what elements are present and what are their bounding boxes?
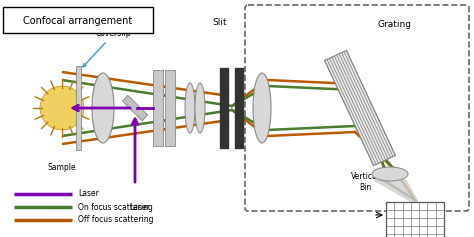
Bar: [153, 70, 163, 146]
Polygon shape: [122, 95, 148, 121]
Bar: [165, 70, 175, 146]
Text: Off focus scattering: Off focus scattering: [78, 215, 154, 224]
Ellipse shape: [372, 167, 408, 181]
Text: Confocal arrangement: Confocal arrangement: [23, 16, 133, 26]
Bar: [220, 68, 228, 148]
Text: Coverslip: Coverslip: [83, 29, 132, 67]
Bar: [76, 66, 81, 150]
FancyBboxPatch shape: [3, 7, 153, 33]
Ellipse shape: [253, 73, 271, 143]
Text: Laser: Laser: [129, 203, 150, 212]
Ellipse shape: [92, 73, 114, 143]
Text: Sample: Sample: [48, 163, 76, 172]
Text: Vertical
Bin: Vertical Bin: [350, 172, 380, 192]
Polygon shape: [325, 50, 395, 166]
Text: Laser: Laser: [78, 190, 99, 199]
Polygon shape: [374, 180, 418, 202]
Circle shape: [40, 86, 84, 130]
Bar: [236, 68, 244, 148]
Bar: [386, 202, 444, 237]
Ellipse shape: [195, 83, 205, 133]
Text: Slit: Slit: [213, 18, 228, 27]
Ellipse shape: [185, 83, 195, 133]
Text: On focus scattering: On focus scattering: [78, 202, 153, 211]
Text: Grating: Grating: [378, 20, 412, 29]
